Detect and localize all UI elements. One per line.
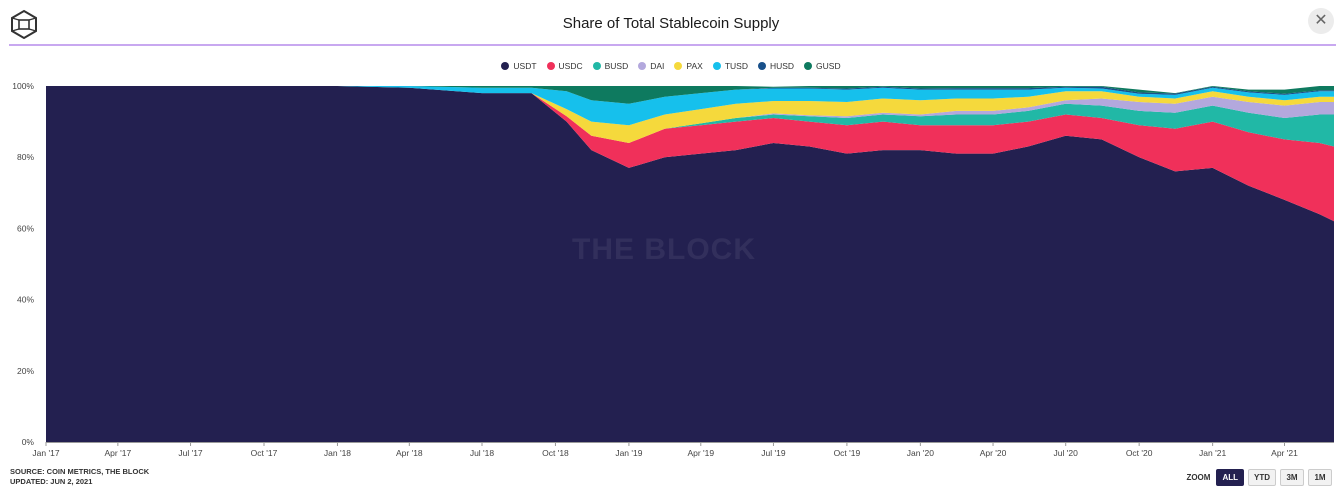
- y-tick-label: 60%: [17, 223, 34, 233]
- legend-swatch: [546, 62, 555, 70]
- x-tick-label: Jul '18: [470, 448, 495, 458]
- legend-label: USDC: [558, 61, 583, 71]
- legend-label: BUSD: [604, 61, 629, 71]
- legend-label: HUSD: [769, 61, 795, 71]
- legend-label: PAX: [686, 61, 703, 71]
- chart-legend: USDT USDC BUSD DAI PAX TUSD HUSD GUSD: [0, 61, 1342, 71]
- y-tick-label: 20%: [17, 366, 34, 376]
- x-tick-label: Jan '17: [32, 448, 59, 458]
- area-series-usdc: [46, 86, 1334, 222]
- x-tick-label: Apr '19: [687, 448, 714, 458]
- legend-item-usdt[interactable]: USDT: [501, 61, 537, 71]
- zoom-button-3m[interactable]: 3M: [1280, 469, 1304, 486]
- the-block-logo-icon: [11, 9, 37, 39]
- x-tick-label: Oct '19: [834, 448, 861, 458]
- area-series-pax: [46, 86, 1334, 143]
- legend-item-busd[interactable]: BUSD: [592, 61, 629, 71]
- x-tick-label: Jan '19: [615, 448, 642, 458]
- x-tick-label: Oct '18: [542, 448, 569, 458]
- legend-label: GUSD: [816, 61, 841, 71]
- legend-item-gusd[interactable]: GUSD: [804, 61, 841, 71]
- zoom-button-ytd[interactable]: YTD: [1248, 469, 1276, 486]
- x-tick-label: Jul '17: [178, 448, 203, 458]
- legend-item-tusd[interactable]: TUSD: [712, 61, 748, 71]
- x-tick-label: Oct '20: [1126, 448, 1153, 458]
- legend-label: TUSD: [724, 61, 748, 71]
- x-tick-label: Oct '17: [251, 448, 278, 458]
- x-tick-label: Jul '20: [1054, 448, 1079, 458]
- zoom-controls: ZOOM ALL YTD 3M 1M: [1186, 469, 1332, 486]
- x-tick-label: Apr '18: [396, 448, 423, 458]
- watermark: THE BLOCK: [572, 233, 756, 266]
- close-button[interactable]: ✕: [1308, 8, 1334, 34]
- header-divider: [9, 44, 1336, 46]
- legend-swatch: [638, 62, 647, 70]
- chart-title: Share of Total Stablecoin Supply: [562, 15, 780, 32]
- area-series-gusd: [46, 86, 1334, 104]
- x-tick-label: Jan '21: [1199, 448, 1226, 458]
- x-tick-label: Jan '20: [907, 448, 934, 458]
- y-tick-label: 40%: [17, 295, 34, 305]
- x-tick-label: Apr '21: [1271, 448, 1298, 458]
- y-tick-label: 100%: [12, 81, 34, 91]
- legend-item-dai[interactable]: DAI: [638, 61, 664, 71]
- zoom-button-all[interactable]: ALL: [1216, 469, 1244, 486]
- legend-label: USDT: [513, 61, 537, 71]
- source-line: SOURCE: COIN METRICS, THE BLOCK: [10, 467, 150, 476]
- y-tick-label: 0%: [22, 437, 35, 447]
- legend-item-pax[interactable]: PAX: [674, 61, 703, 71]
- y-tick-label: 80%: [17, 152, 34, 162]
- updated-line: UPDATED: JUN 2, 2021: [10, 477, 93, 486]
- legend-swatch: [804, 62, 813, 70]
- legend-label: DAI: [650, 61, 665, 71]
- zoom-label: ZOOM: [1186, 473, 1211, 482]
- legend-swatch: [757, 62, 766, 70]
- x-tick-label: Apr '17: [105, 448, 132, 458]
- area-series-tusd: [46, 86, 1334, 126]
- zoom-button-1m[interactable]: 1M: [1308, 469, 1332, 486]
- legend-swatch: [592, 62, 601, 70]
- source-note: SOURCE: COIN METRICS, THE BLOCK UPDATED:…: [10, 467, 149, 487]
- x-tick-label: Apr '20: [980, 448, 1007, 458]
- x-tick-label: Jan '18: [324, 448, 351, 458]
- legend-swatch: [501, 62, 510, 70]
- legend-swatch: [674, 62, 683, 70]
- legend-swatch: [712, 62, 721, 70]
- legend-item-usdc[interactable]: USDC: [546, 61, 583, 71]
- area-series-usdt: [46, 86, 1334, 442]
- legend-item-husd[interactable]: HUSD: [757, 61, 795, 71]
- x-tick-label: Jul '19: [761, 448, 786, 458]
